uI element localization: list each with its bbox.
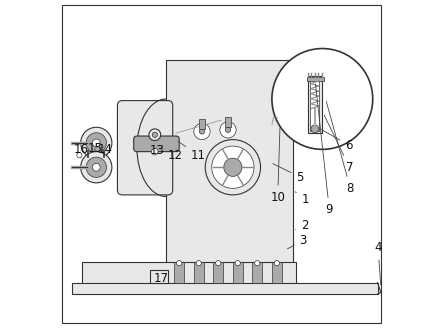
Text: 4: 4 (374, 241, 382, 285)
Text: 16: 16 (74, 143, 89, 156)
Bar (310, 79, 319, 132)
Circle shape (93, 139, 100, 147)
Bar (233, 261, 243, 283)
Text: 11: 11 (178, 141, 206, 162)
Circle shape (149, 129, 161, 141)
Text: 3: 3 (288, 234, 307, 249)
Circle shape (225, 127, 231, 133)
Bar (72, 283, 377, 294)
Bar (307, 77, 324, 81)
Circle shape (224, 158, 242, 176)
Circle shape (152, 148, 158, 155)
Circle shape (255, 260, 260, 266)
Text: 13: 13 (150, 137, 165, 156)
Circle shape (86, 157, 106, 177)
Circle shape (93, 163, 100, 171)
Text: 5: 5 (273, 164, 303, 183)
Circle shape (152, 132, 157, 137)
Text: 14: 14 (98, 143, 113, 156)
Bar (214, 261, 223, 283)
Circle shape (81, 127, 112, 158)
Text: 9: 9 (315, 84, 333, 216)
Bar (308, 76, 323, 133)
Text: 17: 17 (153, 272, 168, 285)
Bar (150, 270, 168, 283)
Circle shape (86, 133, 106, 153)
Circle shape (196, 260, 201, 266)
Text: 6: 6 (322, 130, 353, 152)
FancyBboxPatch shape (117, 101, 173, 195)
Bar (194, 261, 204, 283)
Circle shape (274, 260, 280, 266)
Circle shape (216, 260, 221, 266)
Text: 7: 7 (324, 115, 353, 174)
FancyBboxPatch shape (134, 136, 179, 152)
Circle shape (272, 49, 373, 149)
Circle shape (199, 129, 205, 134)
Text: 8: 8 (326, 102, 354, 195)
Text: 12: 12 (162, 146, 183, 162)
Text: 1: 1 (295, 192, 309, 206)
Circle shape (77, 153, 82, 158)
Wedge shape (137, 118, 166, 177)
Circle shape (81, 152, 112, 183)
Bar (225, 117, 231, 127)
Bar (199, 119, 205, 129)
Bar (272, 261, 282, 283)
Bar (82, 261, 296, 288)
Circle shape (311, 125, 319, 133)
Text: 2: 2 (295, 219, 309, 232)
Polygon shape (166, 60, 293, 271)
Circle shape (194, 123, 210, 140)
Circle shape (177, 260, 182, 266)
Bar (175, 261, 184, 283)
Bar (253, 261, 262, 283)
Circle shape (235, 260, 241, 266)
Text: 15: 15 (88, 142, 102, 155)
Circle shape (212, 146, 254, 188)
Circle shape (220, 122, 236, 138)
Text: 10: 10 (270, 128, 285, 204)
Circle shape (205, 140, 260, 195)
